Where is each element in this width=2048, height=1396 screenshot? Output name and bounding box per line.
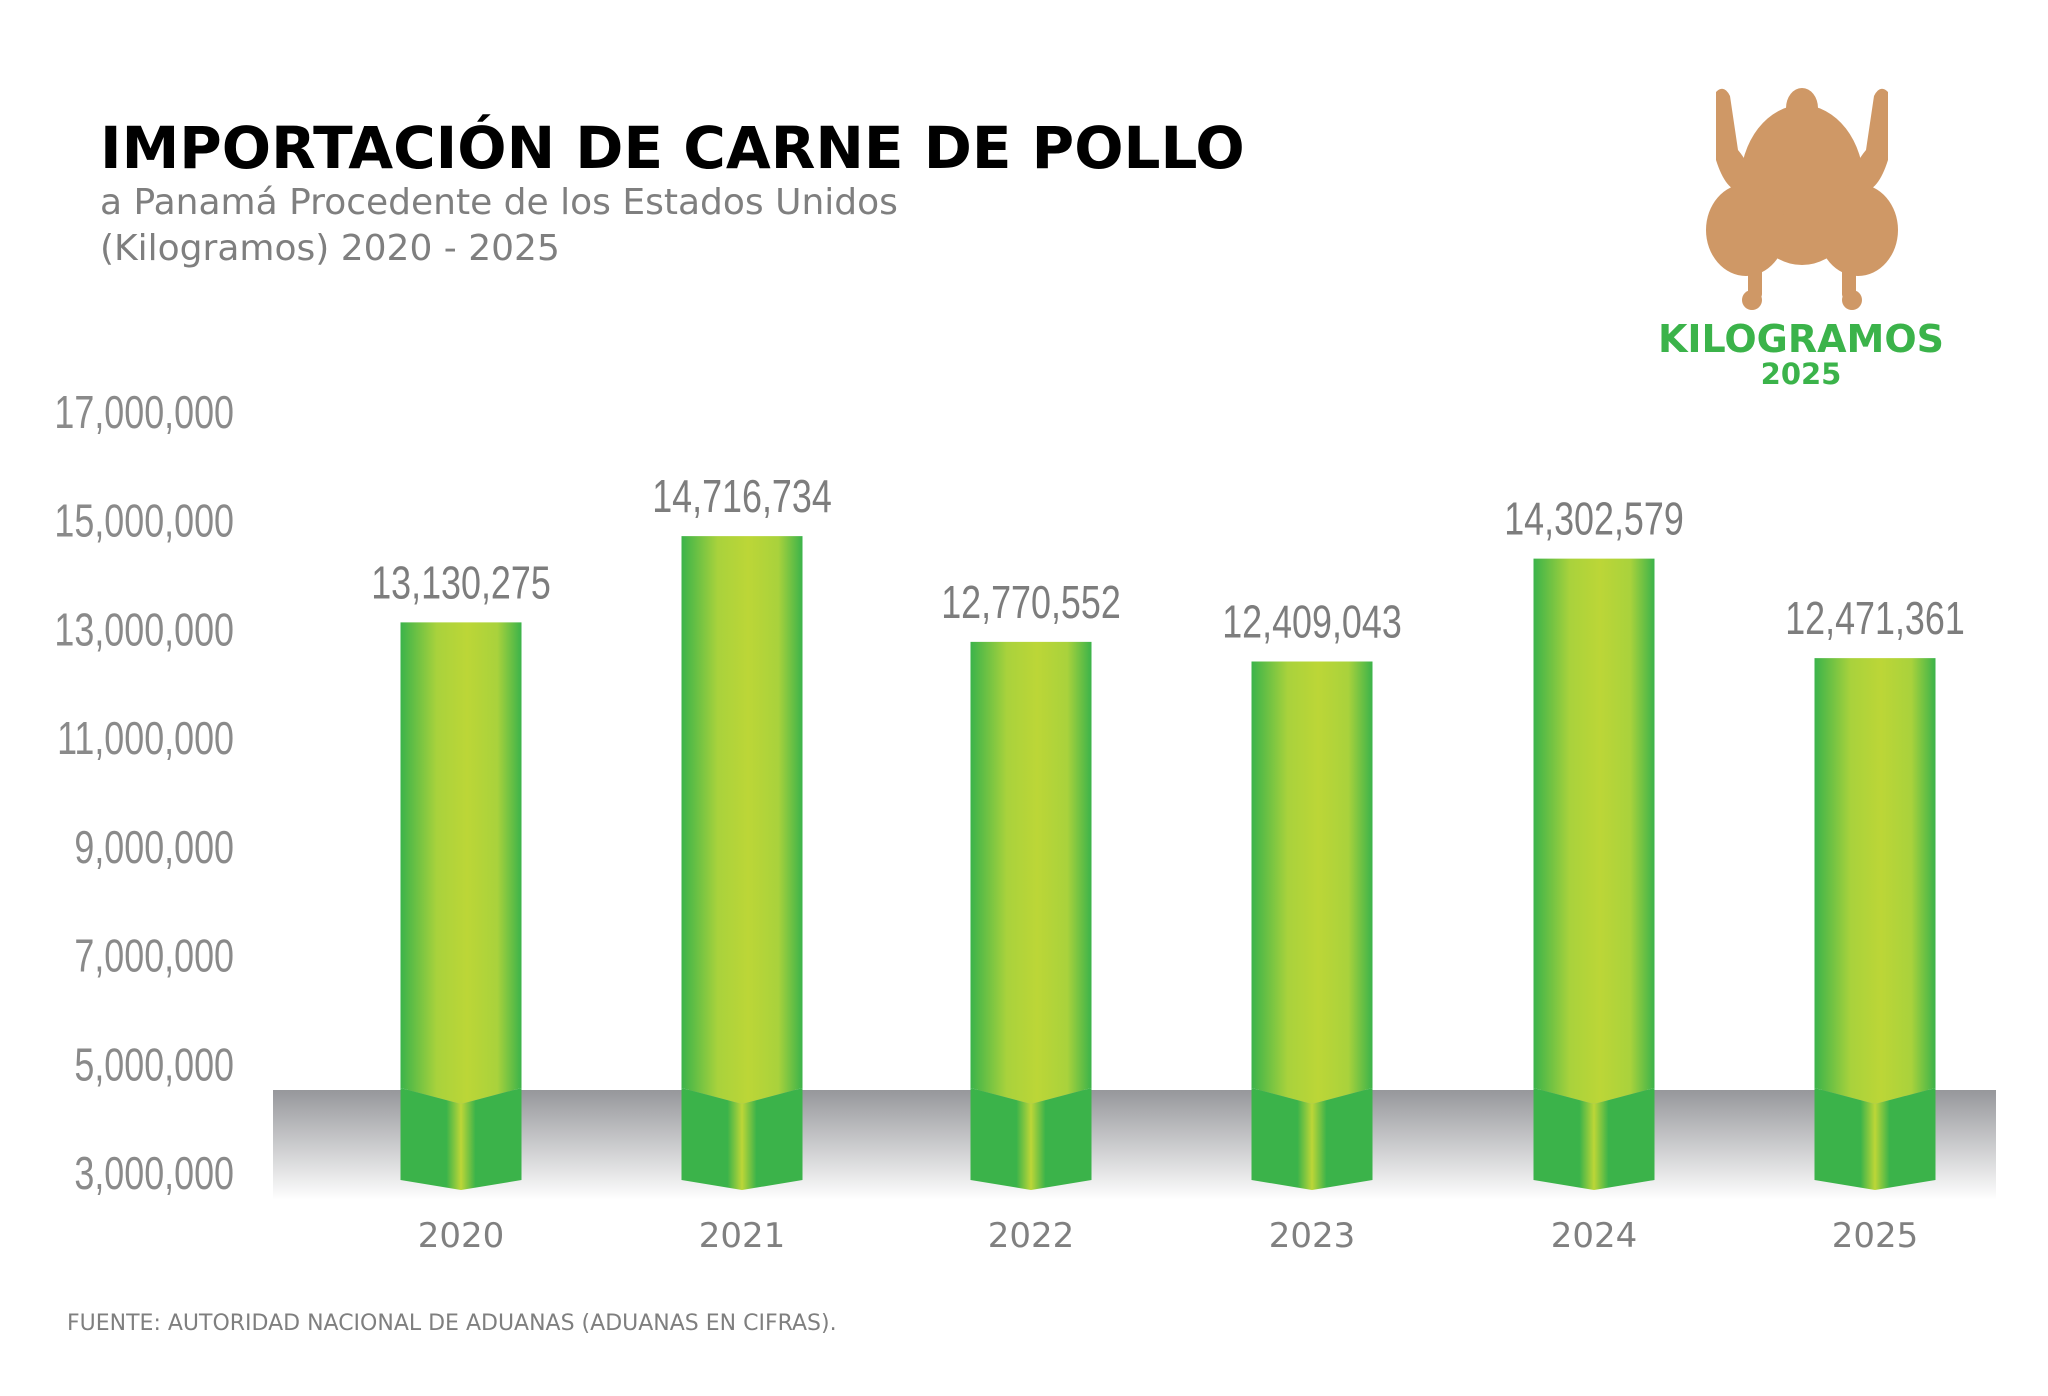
- x-axis: 2020 2021 2022 2023 2024 2025: [418, 1216, 1919, 1256]
- data-label: 14,716,734: [652, 471, 832, 522]
- bar-2025: [1814, 658, 1936, 1104]
- x-tick-label: 2024: [1551, 1216, 1638, 1256]
- bar-base-2024: [1533, 1088, 1655, 1190]
- y-tick-label: 13,000,000: [54, 604, 234, 655]
- logo-title: KILOGRAMOS: [1658, 317, 1944, 361]
- y-tick-label: 5,000,000: [74, 1039, 234, 1090]
- bar-2021: [681, 536, 803, 1104]
- chart-subtitle-line-2: (Kilogramos) 2020 - 2025: [100, 228, 560, 269]
- data-label: 12,409,043: [1222, 596, 1402, 647]
- y-axis: 3,000,000 5,000,000 7,000,000 9,000,000 11,0…: [54, 387, 234, 1199]
- bars: [400, 536, 1936, 1190]
- bar-base-2023: [1251, 1088, 1373, 1190]
- y-tick-label: 17,000,000: [54, 387, 234, 438]
- data-label: 14,302,579: [1504, 493, 1684, 544]
- bar-2022: [970, 641, 1092, 1104]
- bar-2023: [1251, 661, 1373, 1104]
- bar-base-2022: [970, 1088, 1092, 1190]
- floor-band: [273, 1090, 1996, 1200]
- data-label: 12,770,552: [941, 577, 1121, 628]
- chart-title: IMPORTACIÓN DE CARNE DE POLLO: [100, 113, 1245, 182]
- x-tick-label: 2022: [988, 1216, 1075, 1256]
- y-tick-label: 7,000,000: [74, 930, 234, 981]
- x-tick-label: 2021: [699, 1216, 786, 1256]
- data-labels: 13,130,275 14,716,734 12,770,552 12,409,043…: [371, 471, 1965, 648]
- bar-2024: [1533, 558, 1655, 1104]
- y-tick-label: 11,000,000: [57, 713, 234, 764]
- logo: KILOGRAMOS 2025: [1658, 88, 1944, 391]
- chart-subtitle-line-1: a Panamá Procedente de los Estados Unido…: [100, 182, 898, 223]
- data-label: 13,130,275: [371, 557, 551, 608]
- data-label: 12,471,361: [1785, 593, 1965, 644]
- bar-base-2025: [1814, 1088, 1936, 1190]
- bar-base-2021: [681, 1088, 803, 1190]
- logo-year: 2025: [1761, 357, 1842, 391]
- x-tick-label: 2023: [1269, 1216, 1356, 1256]
- x-tick-label: 2020: [418, 1216, 505, 1256]
- source-note: FUENTE: AUTORIDAD NACIONAL DE ADUANAS (A…: [67, 1311, 837, 1336]
- chicken-icon: [1706, 88, 1898, 310]
- y-tick-label: 3,000,000: [74, 1148, 234, 1199]
- y-tick-label: 15,000,000: [54, 495, 234, 546]
- x-tick-label: 2025: [1832, 1216, 1919, 1256]
- bar-base-2020: [400, 1088, 522, 1190]
- bar-2020: [400, 622, 522, 1104]
- y-tick-label: 9,000,000: [74, 822, 234, 873]
